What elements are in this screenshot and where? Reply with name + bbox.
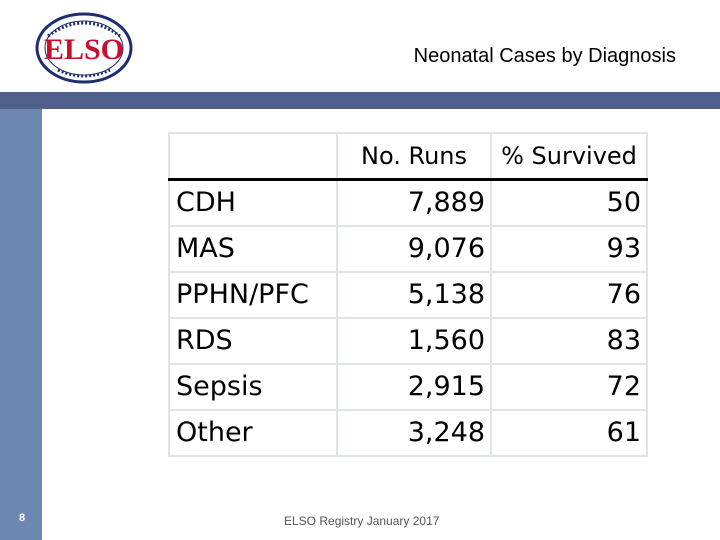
header-runs: No. Runs (336, 132, 492, 181)
sidebar-band (0, 109, 42, 540)
table-row: MAS 9,076 93 (168, 225, 648, 273)
runs-cell: 1,560 (336, 317, 492, 365)
diagnosis-cell: CDH (168, 178, 338, 227)
slide-title: Neonatal Cases by Diagnosis (413, 45, 676, 67)
runs-cell: 2,915 (336, 363, 492, 411)
table-row: Other 3,248 61 (168, 409, 648, 457)
runs-cell: 7,889 (336, 178, 492, 227)
footer-text: ELSO Registry January 2017 (284, 514, 440, 528)
header-survived: % Survived (490, 132, 648, 181)
diagnosis-cell: RDS (168, 317, 338, 365)
runs-cell: 5,138 (336, 271, 492, 319)
header-diagnosis (168, 132, 338, 181)
slide-number: 8 (18, 512, 26, 524)
survived-cell: 50 (490, 178, 648, 227)
table-row: Sepsis 2,915 72 (168, 363, 648, 411)
survived-cell: 61 (490, 409, 648, 457)
diagnosis-cell: MAS (168, 225, 338, 273)
runs-cell: 3,248 (336, 409, 492, 457)
runs-cell: 9,076 (336, 225, 492, 273)
survived-cell: 76 (490, 271, 648, 319)
survived-cell: 83 (490, 317, 648, 365)
table-row: PPHN/PFC 5,138 76 (168, 271, 648, 319)
diagnosis-cell: PPHN/PFC (168, 271, 338, 319)
table-row: CDH 7,889 50 (168, 178, 648, 227)
table-header-row: No. Runs % Survived (168, 132, 648, 181)
header-band (0, 92, 720, 109)
diagnosis-table-container: No. Runs % Survived CDH 7,889 50 MAS 9,0… (168, 132, 648, 468)
logo-wordmark: ELSO (44, 33, 124, 66)
diagnosis-cell: Sepsis (168, 363, 338, 411)
elso-logo: ELSO (35, 12, 133, 84)
table-row: RDS 1,560 83 (168, 317, 648, 365)
survived-cell: 93 (490, 225, 648, 273)
survived-cell: 72 (490, 363, 648, 411)
diagnosis-cell: Other (168, 409, 338, 457)
diagnosis-table: No. Runs % Survived CDH 7,889 50 MAS 9,0… (168, 132, 648, 457)
